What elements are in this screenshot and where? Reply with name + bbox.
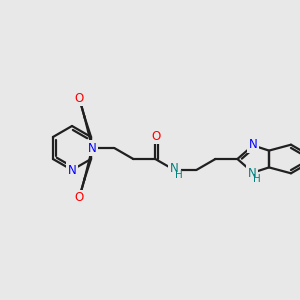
- Text: H: H: [176, 170, 183, 180]
- Text: N: N: [248, 167, 256, 180]
- Text: O: O: [152, 130, 161, 142]
- Text: O: O: [75, 92, 84, 105]
- Text: N: N: [88, 142, 97, 154]
- Text: N: N: [170, 163, 179, 176]
- Text: N: N: [68, 164, 76, 176]
- Text: H: H: [253, 174, 261, 184]
- Text: O: O: [75, 191, 84, 204]
- Text: N: N: [249, 138, 257, 151]
